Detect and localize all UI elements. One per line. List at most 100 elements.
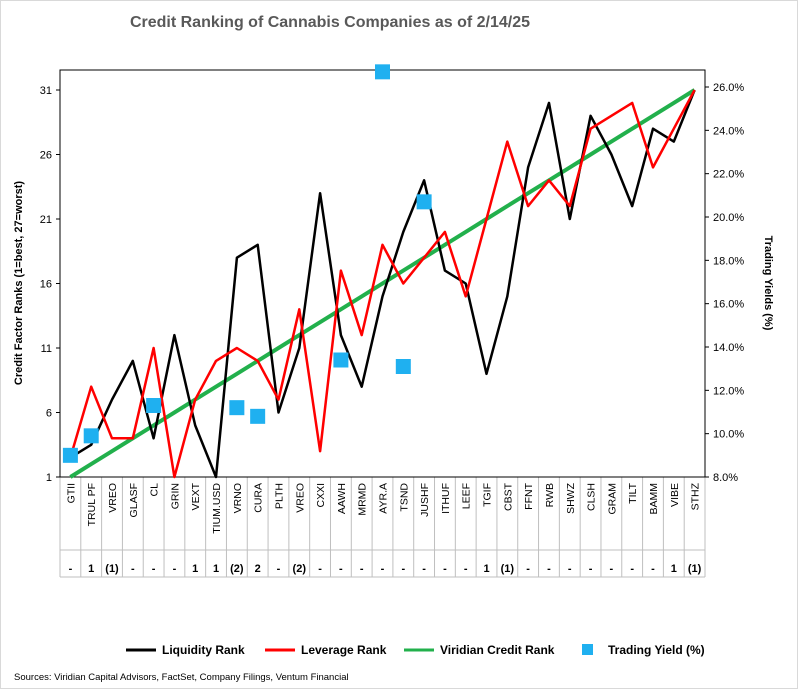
category-label: VIBE <box>669 483 681 507</box>
trading-yield-marker <box>416 194 432 210</box>
left-tick-label: 31 <box>40 85 52 97</box>
trading-yield-marker <box>83 428 99 444</box>
plot-border <box>59 69 706 478</box>
category-second-row-value: - <box>131 563 135 575</box>
category-second-row-value: - <box>277 563 281 575</box>
right-tick-label: 20.0% <box>713 212 744 224</box>
category-second-row-value: - <box>651 563 655 575</box>
category-label: ITHUF <box>440 483 452 514</box>
category-second-row-value: - <box>443 563 447 575</box>
trading-yield-marker <box>333 352 349 368</box>
category-second-row-value: - <box>318 563 322 575</box>
trading-yield-marker <box>250 408 266 424</box>
category-second-row-value: 1 <box>88 563 94 575</box>
category-label: VEXT <box>190 482 202 510</box>
right-tick-label: 14.0% <box>713 342 744 354</box>
category-label: TGIF <box>482 483 494 507</box>
left-tick-label: 1 <box>46 472 52 484</box>
trading-yield-marker <box>395 359 411 374</box>
liquidity-rank-line <box>69 89 696 479</box>
left-tick-label: 26 <box>40 150 52 162</box>
trading-yield-marker <box>229 400 245 416</box>
category-label: JUSHF <box>419 483 431 517</box>
right-axis-title: Trading Yields (%) <box>762 236 774 331</box>
category-label: TILT <box>627 482 639 503</box>
category-label: SHWZ <box>565 482 577 513</box>
leverage-rank-line <box>69 89 696 479</box>
category-label: VREO <box>107 483 119 513</box>
trading-yield-marker <box>62 447 78 463</box>
category-label: LEEF <box>461 483 473 509</box>
left-tick-label: 11 <box>41 343 52 355</box>
right-tick-label: 24.0% <box>713 125 744 137</box>
category-second-row-value: (2) <box>230 563 244 575</box>
chart-gridlines <box>59 477 706 578</box>
right-tick-label: 18.0% <box>713 255 744 267</box>
category-second-row-value: 1 <box>192 563 198 575</box>
right-tick-label: 16.0% <box>713 299 744 311</box>
category-label: GRAM <box>606 483 618 515</box>
right-tick-label: 26.0% <box>713 82 744 94</box>
trading-yield-marker <box>375 64 390 80</box>
liquidity-rank-legend-label: Liquidity Rank <box>162 643 245 657</box>
category-label: GRIN <box>169 483 181 509</box>
chart-ticks: 1611162126318.0%10.0%12.0%14.0%16.0%18.0… <box>40 82 745 575</box>
left-axis-title: Credit Factor Ranks (1=best, 27=worst) <box>13 181 25 386</box>
category-second-row-value: - <box>630 563 634 575</box>
category-second-row-value: 1 <box>671 563 677 575</box>
left-tick-label: 21 <box>40 214 52 226</box>
chart-title: Credit Ranking of Cannabis Companies as … <box>130 14 530 31</box>
trading-yield-legend-label: Trading Yield (%) <box>608 643 705 657</box>
category-second-row-value: - <box>339 563 343 575</box>
right-tick-label: 12.0% <box>713 385 744 397</box>
chart-series-lines <box>69 88 696 479</box>
category-label: BAMM <box>648 483 660 515</box>
category-second-row-value: - <box>381 563 385 575</box>
category-label: VRNO <box>232 483 244 513</box>
right-tick-label: 8.0% <box>713 472 738 484</box>
category-second-row-value: (2) <box>293 563 307 575</box>
viridian-credit-rank-line <box>69 88 696 479</box>
viridian-credit-rank-legend-label: Viridian Credit Rank <box>440 643 555 657</box>
left-tick-label: 16 <box>40 279 52 291</box>
category-second-row-value: - <box>610 563 614 575</box>
category-label: TRUL PF <box>86 483 98 526</box>
chart-legend: Liquidity Rank Leverage Rank Viridian Cred… <box>126 643 705 657</box>
category-label: GLASF <box>128 483 140 517</box>
right-tick-label: 22.0% <box>713 169 744 181</box>
category-label: MRMD <box>357 483 369 516</box>
category-second-row-value: - <box>526 563 530 575</box>
category-second-row-value: 1 <box>483 563 489 575</box>
category-label: CL <box>149 483 161 497</box>
category-label: FFNT <box>523 482 535 509</box>
right-tick-label: 10.0% <box>713 429 744 441</box>
category-second-row-value: - <box>568 563 572 575</box>
trading-yield-legend-swatch <box>582 644 593 655</box>
category-label: AAWH <box>336 483 348 514</box>
category-second-row-value: - <box>152 563 156 575</box>
yield-markers <box>62 64 432 463</box>
category-label: TIUM.USD <box>211 483 223 534</box>
source-note: Sources: Viridian Capital Advisors, Fact… <box>14 672 349 683</box>
category-label: TSND <box>398 483 410 512</box>
category-label: CBST <box>502 482 514 511</box>
category-label: RWB <box>544 483 556 507</box>
category-second-row-value: (1) <box>688 563 702 575</box>
category-label: AYR.A <box>378 483 390 514</box>
category-second-row-value: (1) <box>501 563 515 575</box>
leverage-rank-legend-label: Leverage Rank <box>301 643 387 657</box>
category-label: CXXI <box>315 483 327 508</box>
category-second-row-value: - <box>69 563 73 575</box>
category-second-row-value: - <box>401 563 405 575</box>
left-tick-label: 6 <box>46 408 52 420</box>
category-second-row-value: 1 <box>213 563 219 575</box>
category-second-row-value: - <box>360 563 364 575</box>
category-label: STHZ <box>690 482 702 510</box>
category-second-row-value: (1) <box>105 563 119 575</box>
category-label: VREO <box>294 483 306 513</box>
category-label: PLTH <box>273 483 285 509</box>
category-label: CLSH <box>586 483 598 511</box>
trading-yield-marker <box>146 398 162 413</box>
